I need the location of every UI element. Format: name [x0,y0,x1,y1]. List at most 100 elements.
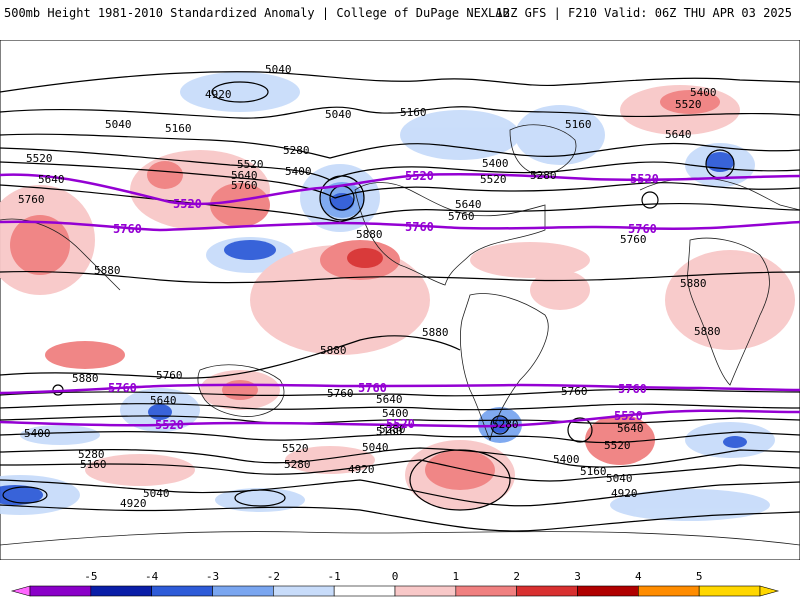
positive-anomaly-area [530,270,590,310]
colorbar-bin [90,585,152,597]
reference-contour-label: 5760 [618,382,647,396]
positive-anomaly-area [222,380,258,400]
anomaly-map: 5040 4920 5040 5040 5160 5160 5160 5400 … [0,40,800,560]
positive-anomaly-area [285,446,375,474]
contour-label: 5880 [694,325,721,338]
contour-label: 5160 [565,118,592,131]
asia-coast [0,218,121,291]
colorbar-tick-label: 5 [696,570,703,583]
reference-contour-label: 5520 [614,409,643,423]
contour-label: 5520 [282,442,309,455]
positive-anomaly-area [85,454,195,486]
contour-label: 5640 [665,128,692,141]
contour-label: 5640 [38,173,65,186]
contour-label: 5160 [80,458,107,471]
contour-5040-south [0,479,800,507]
contour-label: 5640 [617,422,644,435]
contour-label: 5040 [362,441,389,454]
africa-coast [687,237,770,386]
contour-label: 4920 [120,497,147,510]
contour-5400-north [0,147,800,181]
contour-label: 4920 [205,88,232,101]
contour-label: 5280 [283,144,310,157]
colorbar-arrow-high [759,585,780,597]
contour-label: 5400 [24,427,51,440]
reference-contour-5520-south [0,409,800,428]
contour-label: 4920 [348,463,375,476]
contour-label: 5400 [285,165,312,178]
contour-label: 5760 [18,193,45,206]
contour-5160-north [0,106,800,119]
contour-5280-north [0,133,800,159]
positive-anomaly-area [585,415,655,465]
positive-anomaly-area [665,250,795,350]
contour-label: 5880 [356,228,383,241]
reference-contour-label: 5520 [630,172,659,186]
reference-contour-label: 5520 [386,417,415,431]
contour-label: 5040 [105,118,132,131]
colorbar-bin [273,585,335,597]
contour-label: 5160 [165,122,192,135]
reference-contour-label: 5520 [405,169,434,183]
contour-label: 5040 [265,63,292,76]
contour-label: 5280 [78,448,105,461]
contour-label: 5880 [422,326,449,339]
colorbar-bin [212,585,274,597]
positive-anomaly-area [45,341,125,369]
colorbar-tick-label: -4 [145,570,159,583]
contour-label: 5520 [26,152,53,165]
contour-label: 5400 [690,86,717,99]
closed-low-contour [319,175,365,221]
colorbar-arrow-low [10,585,31,597]
negative-anomaly-area [610,489,770,521]
reference-contour-label: 5760 [628,222,657,236]
contour-label: 5880 [72,372,99,385]
contour-4920-south [0,504,800,532]
negative-anomaly-area [400,110,520,160]
contour-5520-south [0,415,800,424]
colorbar-tick-label: -1 [328,570,341,583]
model-run-label: 12Z GFS | F210 Valid: 06Z THU APR 03 202… [495,6,792,20]
contour-5880-north [0,270,800,284]
negative-anomaly-area [0,485,43,505]
reference-contour-5520-north [0,172,800,206]
contour-label: 5640 [150,394,177,407]
contour-label: 5160 [376,425,403,438]
contour-label: 5040 [325,108,352,121]
colorbar-tick-label: -2 [267,570,280,583]
negative-anomaly-area [180,72,300,112]
contour-label: 5880 [320,344,347,357]
colorbar-bin [333,585,396,597]
contour-5640-south [0,403,800,411]
contour-labels: 5040 4920 5040 5040 5160 5160 5160 5400 … [18,63,721,510]
colorbar-bin [577,585,639,597]
contour-label: 5880 [94,264,121,277]
contour-label: 5880 [680,277,707,290]
contour-label: 5520 [480,173,507,186]
contour-label: 5400 [482,157,509,170]
contour-5160-south [0,459,800,482]
reference-contour-label: 5520 [155,418,184,432]
reference-contour-5760-south [0,383,800,395]
contour-label: 5760 [448,210,475,223]
antarctica-coast [0,531,800,546]
contour-label: 5280 [379,423,406,436]
reference-contour-label: 5760 [358,381,387,395]
colorbar-bin [698,585,761,597]
contour-label: 5760 [620,233,647,246]
colorbar-tick-label: 0 [392,570,399,583]
positive-anomaly-area [10,215,70,275]
contour-label: 5760 [327,387,354,400]
closed-low-contour [641,191,659,209]
contour-label: 5280 [530,169,557,182]
contour-label: 5520 [237,158,264,171]
colorbar: -5 -4 -3 -2 -1 0 1 2 3 4 5 [10,570,780,597]
reference-contours [0,172,800,428]
negative-anomaly-area [515,105,605,165]
colorbar-bin [516,585,578,597]
australia-coast [197,364,285,417]
colorbar-tick-label: 4 [635,570,642,583]
closed-low-contour [409,449,511,511]
contour-5280-south [0,447,800,468]
colorbar-tick-label: 1 [453,570,460,583]
